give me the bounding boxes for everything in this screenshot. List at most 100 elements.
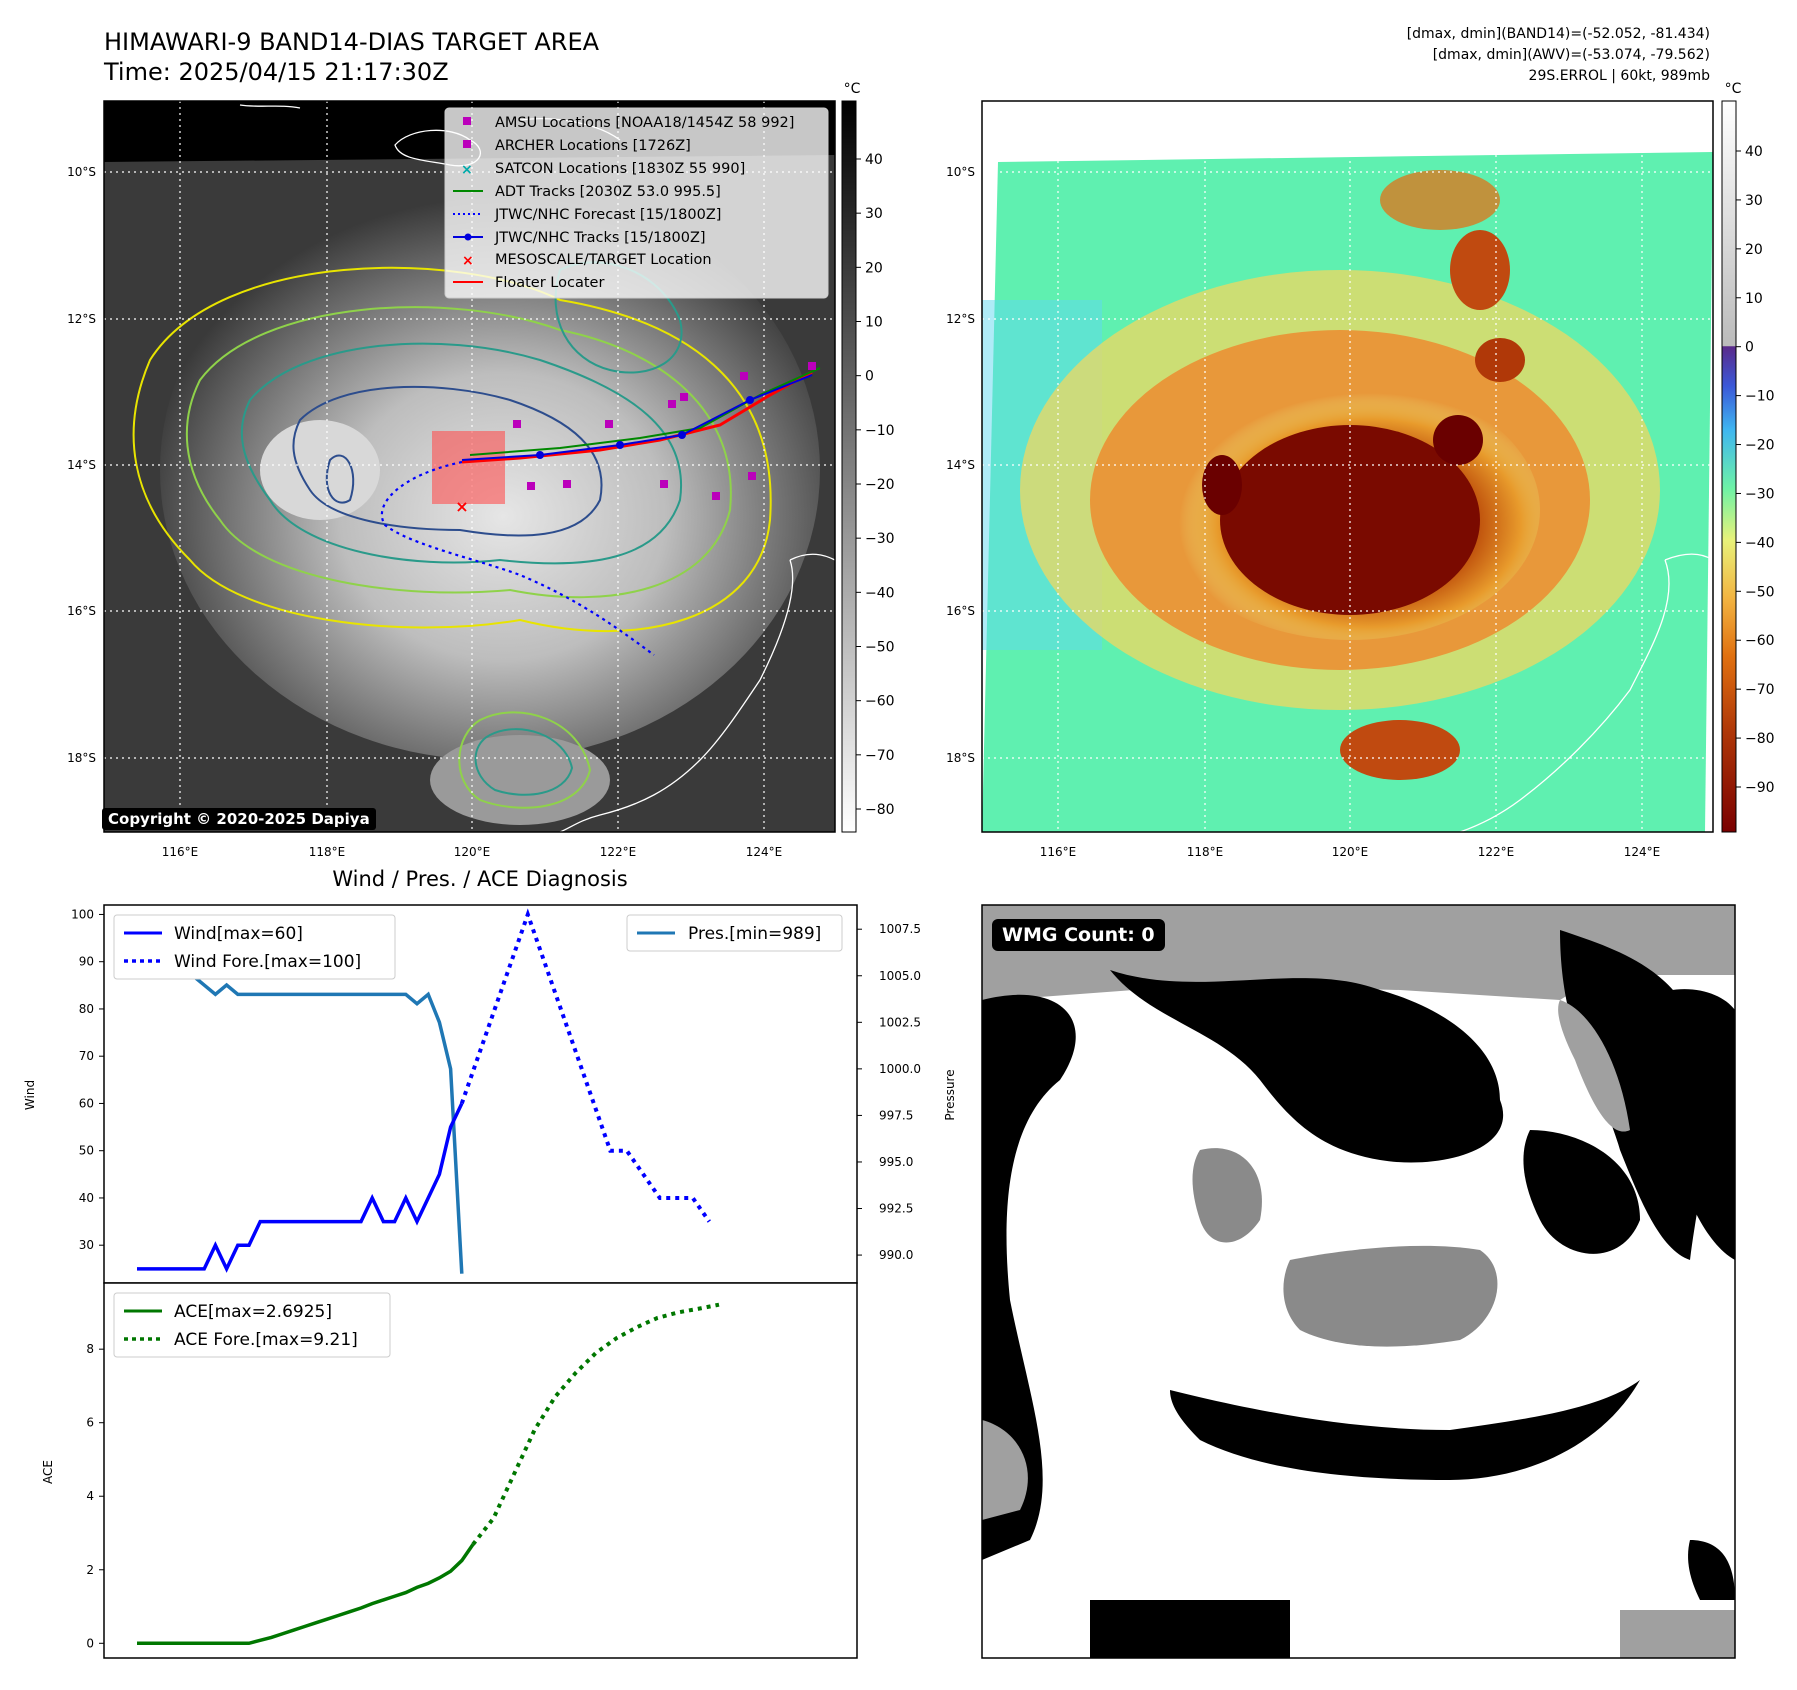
colorbar-tick: 10 [1745, 291, 1763, 307]
ace-legend: ACE[max=2.6925] ACE Fore.[max=9.21] [113, 1292, 391, 1358]
svg-text:Floater Locater: Floater Locater [495, 275, 604, 291]
colorbar-tick: 30 [1745, 193, 1763, 209]
colorbar-tick: −50 [865, 640, 895, 656]
colorbar-tick: 40 [865, 152, 883, 168]
wind-tick: 60 [79, 1096, 94, 1110]
legend-wind: Wind[max=60] [174, 924, 303, 944]
svg-text:MESOSCALE/TARGET Location: MESOSCALE/TARGET Location [495, 252, 712, 268]
tick: 122°E [1478, 845, 1515, 859]
wind-ylabel: Wind [23, 1080, 37, 1110]
pressure-tick: 1007.5 [879, 922, 921, 936]
colorbar-tick: −10 [1745, 389, 1775, 405]
legend-amsu: AMSU Locations [NOAA18/1454Z 58 992] [463, 115, 794, 131]
right-info-3: 29S.ERROL | 60kt, 989mb [1529, 68, 1711, 84]
colorbar-unit: °C [1725, 81, 1742, 97]
colorbar-tick: 20 [865, 260, 883, 276]
svg-text:×: × [461, 162, 473, 178]
pressure-tick: 1000.0 [879, 1062, 921, 1076]
wind-forecast-line [459, 908, 711, 1223]
colorbar-tick: −20 [865, 477, 895, 493]
map1-yticks: 10°S 12°S 14°S 16°S 18°S [67, 165, 96, 765]
colorbar-tick: −70 [865, 748, 895, 764]
colorbar-tick: 10 [865, 315, 883, 331]
colorbar-tick: 0 [865, 369, 874, 385]
wind-tick: 50 [79, 1144, 94, 1158]
tick: 124°E [1624, 845, 1661, 859]
colorbar-tick: −10 [865, 423, 895, 439]
map2-yticks: 10°S 12°S 14°S 16°S 18°S [946, 165, 975, 765]
legend-wind-fore: Wind Fore.[max=100] [174, 952, 361, 972]
wmg-count-badge: WMG Count: 0 [992, 919, 1165, 951]
map1-colorbar: °C 40 30 20 10 0 −10 −20 −30 −40 −50 −60 −70 −80 [841, 81, 895, 833]
tick: 14°S [67, 458, 96, 472]
svg-text:ADT Tracks [2030Z 53.0 995.5]: ADT Tracks [2030Z 53.0 995.5] [495, 184, 721, 200]
colorbar-tick: −60 [1745, 633, 1775, 649]
wind-pres-chart: 100 90 80 70 60 50 40 30 1007.5 1005.0 1002.5 1000… [23, 904, 957, 1284]
tick: 120°E [454, 845, 491, 859]
wind-tick: 100 [71, 907, 94, 921]
tick: 14°S [946, 458, 975, 472]
ir-grayscale-map: × [104, 101, 836, 833]
pres-legend: Pres.[min=989] [626, 914, 843, 952]
legend-ace: ACE[max=2.6925] [174, 1302, 332, 1322]
legend-satcon: × SATCON Locations [1830Z 55 990] [461, 161, 745, 178]
ir-enhanced-map [981, 100, 1714, 833]
legend-jtwc-forecast: JTWC/NHC Forecast [15/1800Z] [453, 207, 721, 223]
wind-tick: 40 [79, 1191, 94, 1205]
pressure-tick: 1005.0 [879, 969, 921, 983]
ace-tick: 6 [86, 1416, 94, 1430]
wind-line [137, 1102, 464, 1273]
right-info-2: [dmax, dmin](AWV)=(-53.074, -79.562) [1433, 47, 1710, 63]
pressure-ylabel: Pressure [943, 1069, 957, 1120]
tick: 16°S [946, 604, 975, 618]
map1-legend: AMSU Locations [NOAA18/1454Z 58 992] ARC… [453, 115, 794, 291]
legend-pres: Pres.[min=989] [688, 924, 821, 944]
ace-tick: 8 [86, 1342, 94, 1356]
colorbar-tick: −40 [1745, 535, 1775, 551]
wind-tick: 90 [79, 955, 94, 969]
tick: 118°E [1187, 845, 1224, 859]
colorbar-tick: 0 [1745, 340, 1754, 356]
colorbar-tick: 30 [865, 206, 883, 222]
colorbar-tick: −30 [1745, 486, 1775, 502]
colorbar-tick: −50 [1745, 584, 1775, 600]
tick: 16°S [67, 604, 96, 618]
colorbar-tick: 20 [1745, 242, 1763, 258]
tick: 124°E [746, 845, 783, 859]
colorbar-unit: °C [844, 81, 861, 97]
ace-tick: 4 [86, 1489, 94, 1503]
ace-tick: 2 [86, 1563, 94, 1577]
svg-text:ARCHER Locations [1726Z]: ARCHER Locations [1726Z] [495, 138, 691, 154]
wind-tick: 70 [79, 1049, 94, 1063]
title-line1: HIMAWARI-9 BAND14-DIAS TARGET AREA [104, 28, 600, 56]
tick: 18°S [946, 751, 975, 765]
pressure-tick: 995.0 [879, 1155, 913, 1169]
wmg-panel [981, 904, 1736, 1659]
pressure-tick: 997.5 [879, 1108, 913, 1122]
tick: 116°E [162, 845, 199, 859]
ace-ylabel: ACE [41, 1460, 55, 1484]
tick: 12°S [946, 312, 975, 326]
colorbar-tick: −80 [865, 802, 895, 818]
pressure-tick: 1002.5 [879, 1015, 921, 1029]
tick: 10°S [946, 165, 975, 179]
tick: 12°S [67, 312, 96, 326]
wind-tick: 80 [79, 1002, 94, 1016]
svg-text:AMSU Locations [NOAA18/1454Z 5: AMSU Locations [NOAA18/1454Z 58 992] [495, 115, 794, 131]
tick: 10°S [67, 165, 96, 179]
legend-floater: Floater Locater [453, 275, 604, 291]
ace-tick: 0 [86, 1636, 94, 1650]
colorbar-tick: −20 [1745, 438, 1775, 454]
colorbar-tick: −40 [865, 585, 895, 601]
svg-text:×: × [455, 497, 468, 516]
legend-jtwc-tracks: JTWC/NHC Tracks [15/1800Z] [453, 230, 706, 246]
svg-text:SATCON Locations [1830Z 55 990: SATCON Locations [1830Z 55 990] [495, 161, 745, 177]
svg-text:JTWC/NHC Tracks [15/1800Z]: JTWC/NHC Tracks [15/1800Z] [494, 230, 706, 246]
diagnosis-title: Wind / Pres. / ACE Diagnosis [332, 867, 627, 891]
colorbar-tick: −70 [1745, 682, 1775, 698]
legend-adt: ADT Tracks [2030Z 53.0 995.5] [453, 184, 721, 200]
legend-archer: ARCHER Locations [1726Z] [463, 138, 691, 154]
map2-xticks: 116°E 118°E 120°E 122°E 124°E [1040, 845, 1661, 859]
colorbar-tick: −80 [1745, 731, 1775, 747]
